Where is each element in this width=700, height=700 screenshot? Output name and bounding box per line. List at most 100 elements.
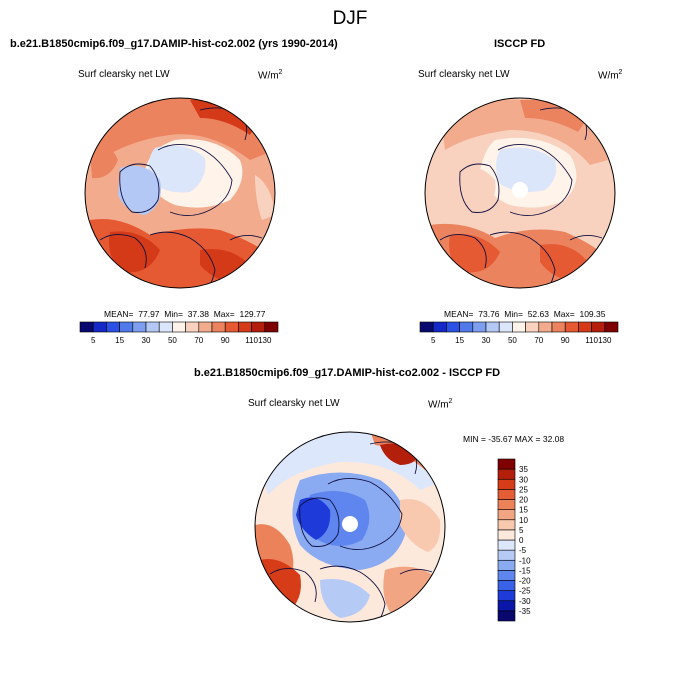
- panel3-units: W/m2: [428, 398, 453, 411]
- colorbar3-swatch: [497, 509, 516, 521]
- colorbar2-tick-label: 5: [431, 336, 436, 345]
- colorbar1-swatch: [172, 321, 186, 333]
- map3-frame: [254, 431, 446, 623]
- colorbar1-swatch: [132, 321, 147, 333]
- panel3-variable-label: Surf clearsky net LW: [248, 398, 340, 409]
- colorbar3-swatch: [497, 529, 516, 541]
- colorbar2-swatch: [512, 321, 526, 333]
- colorbar2-swatch: [578, 321, 592, 333]
- map-panel3: [255, 432, 445, 622]
- panel1-units: W/m2: [258, 69, 283, 82]
- colorbar3-swatch: [497, 539, 516, 551]
- colorbar2-swatch: [525, 321, 540, 333]
- colorbar2-swatch: [419, 321, 434, 333]
- colorbar2-swatch: [446, 321, 460, 333]
- colorbar1-swatch: [119, 321, 134, 333]
- map3-east-field: [400, 499, 441, 552]
- colorbar3-tick-label: 25: [519, 485, 528, 494]
- colorbar1-tick-label: 15: [115, 336, 124, 345]
- colorbar3-swatch: [497, 478, 516, 490]
- colorbar1-swatch: [198, 321, 213, 333]
- colorbar2-tick-label: 70: [534, 336, 543, 345]
- colorbar3-tick-label: -5: [519, 546, 527, 555]
- colorbar2-swatch: [591, 321, 606, 333]
- colorbar1-swatch: [145, 321, 160, 333]
- panel3-minmax: MIN = -35.67 MAX = 32.08: [463, 434, 565, 444]
- colorbar-panel2: 5 15 30 50 70 90 110 130: [419, 321, 619, 345]
- panel3-title: b.e21.B1850cmip6.f09_g17.DAMIP-hist-co2.…: [194, 367, 501, 379]
- panel1-variable-label: Surf clearsky net LW: [78, 69, 170, 80]
- colorbar3-swatch: [497, 519, 516, 531]
- colorbar1-tick-label: 90: [221, 336, 230, 345]
- colorbar1-tick-label: 130: [258, 336, 272, 345]
- colorbar-panel1: 5 15 30 50 70 90 110 130: [79, 321, 279, 345]
- colorbar1-tick-label: 50: [168, 336, 177, 345]
- colorbar3-tick-label: -20: [519, 577, 531, 586]
- colorbar2-swatch: [432, 321, 447, 333]
- map3-greenland-field: [296, 497, 331, 540]
- colorbar3-tick-label: -30: [519, 597, 531, 606]
- colorbar2-swatch: [604, 321, 619, 333]
- map3-pole-hole: [342, 516, 358, 532]
- map2-coastlines: [439, 107, 603, 288]
- colorbar1-swatch: [185, 321, 200, 333]
- map2-central-arctic-field: [496, 147, 557, 192]
- colorbar2-tick-label: 110: [585, 336, 598, 345]
- map2-frame: [424, 97, 616, 289]
- colorbar3-tick-label: 5: [519, 526, 524, 535]
- colorbar3-swatch: [497, 600, 516, 612]
- map-panel1: [85, 98, 275, 288]
- map1-central-arctic-field: [148, 145, 206, 193]
- colorbar3-swatch: [497, 549, 516, 561]
- colorbar2-swatch: [498, 321, 513, 333]
- colorbar2-tick-label: 90: [561, 336, 570, 345]
- colorbar1-swatch: [79, 321, 94, 333]
- map3-eurasia-field: [320, 579, 370, 618]
- colorbar3-tick-label: 0: [519, 536, 524, 545]
- colorbar1-swatch: [158, 321, 173, 333]
- map1-norwegian-sea-field: [109, 231, 160, 273]
- colorbar3-tick-label: -10: [519, 556, 531, 565]
- colorbar2-swatch: [472, 321, 487, 333]
- map1-west-field: [90, 146, 118, 179]
- colorbar2-swatch: [551, 321, 566, 333]
- colorbar1-swatch: [238, 321, 252, 333]
- colorbar3-swatch: [497, 468, 516, 480]
- colorbar3-swatch: [497, 580, 516, 591]
- colorbar3-tick-label: 20: [519, 496, 528, 505]
- colorbar1-tick-label: 70: [194, 336, 203, 345]
- colorbar2-tick-label: 15: [455, 336, 464, 345]
- map-panel2: [425, 98, 615, 288]
- colorbar1-swatch: [264, 321, 279, 333]
- colorbar3-swatch: [497, 559, 516, 571]
- colorbar2-swatch: [564, 321, 579, 333]
- colorbar1-swatch: [92, 321, 107, 333]
- map1-east-field: [255, 175, 275, 220]
- colorbar3-tick-label: 10: [519, 516, 528, 525]
- panel2-title: ISCCP FD: [494, 38, 546, 50]
- map1-frame: [84, 97, 276, 289]
- colorbar1-tick-label: 30: [142, 336, 151, 345]
- panel1-stats: MEAN= 77.97 Min= 37.38 Max= 129.77: [104, 309, 266, 319]
- colorbar3-swatch: [497, 610, 516, 622]
- panel1-title: b.e21.B1850cmip6.f09_g17.DAMIP-hist-co2.…: [10, 38, 338, 50]
- colorbar2-swatch: [485, 321, 500, 333]
- panel2-variable-label: Surf clearsky net LW: [418, 69, 510, 80]
- colorbar3-swatch: [497, 489, 516, 500]
- colorbar3-tick-label: -35: [519, 607, 531, 616]
- colorbar1-swatch: [224, 321, 239, 333]
- colorbar3-swatch: [497, 590, 516, 602]
- colorbar2-swatch: [459, 321, 474, 333]
- colorbar3-tick-label: 15: [519, 506, 528, 515]
- colorbar1-swatch: [211, 321, 226, 333]
- colorbar2-tick-label: 30: [482, 336, 491, 345]
- colorbar3-tick-label: 30: [519, 475, 528, 484]
- map2-greenland-field: [458, 167, 496, 210]
- colorbar3-tick-label: 35: [519, 465, 528, 474]
- colorbar3-swatch: [497, 499, 516, 510]
- colorbar3-tick-label: -25: [519, 587, 531, 596]
- colorbar1-tick-label: 5: [91, 336, 96, 345]
- page-title: DJF: [332, 8, 368, 29]
